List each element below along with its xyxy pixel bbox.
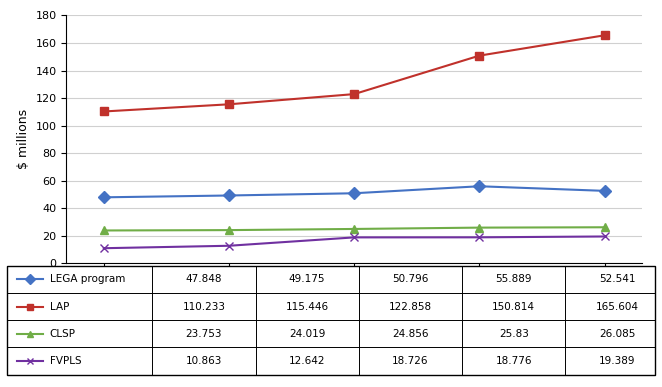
Text: 25.83: 25.83 [498, 329, 529, 339]
Text: 23.753: 23.753 [185, 329, 222, 339]
Text: 24.019: 24.019 [289, 329, 325, 339]
Text: CLSP: CLSP [50, 329, 75, 339]
Text: 47.848: 47.848 [185, 274, 222, 284]
Text: 24.856: 24.856 [392, 329, 429, 339]
Text: 115.446: 115.446 [285, 301, 329, 312]
Text: 165.604: 165.604 [596, 301, 638, 312]
Text: 50.796: 50.796 [393, 274, 428, 284]
Text: 110.233: 110.233 [183, 301, 225, 312]
Text: 18.776: 18.776 [495, 356, 532, 366]
Text: 10.863: 10.863 [186, 356, 222, 366]
Text: 49.175: 49.175 [289, 274, 326, 284]
Text: 12.642: 12.642 [289, 356, 326, 366]
Text: 150.814: 150.814 [493, 301, 535, 312]
Text: 18.726: 18.726 [392, 356, 429, 366]
Y-axis label: $ millions: $ millions [17, 109, 30, 170]
Text: 19.389: 19.389 [598, 356, 636, 366]
Text: LEGA program: LEGA program [50, 274, 125, 284]
Bar [7, 265, 655, 375]
Text: 122.858: 122.858 [389, 301, 432, 312]
Text: FVPLS: FVPLS [50, 356, 81, 366]
Text: 55.889: 55.889 [495, 274, 532, 284]
Text: 52.541: 52.541 [598, 274, 636, 284]
Text: LAP: LAP [50, 301, 69, 312]
Text: 26.085: 26.085 [599, 329, 635, 339]
